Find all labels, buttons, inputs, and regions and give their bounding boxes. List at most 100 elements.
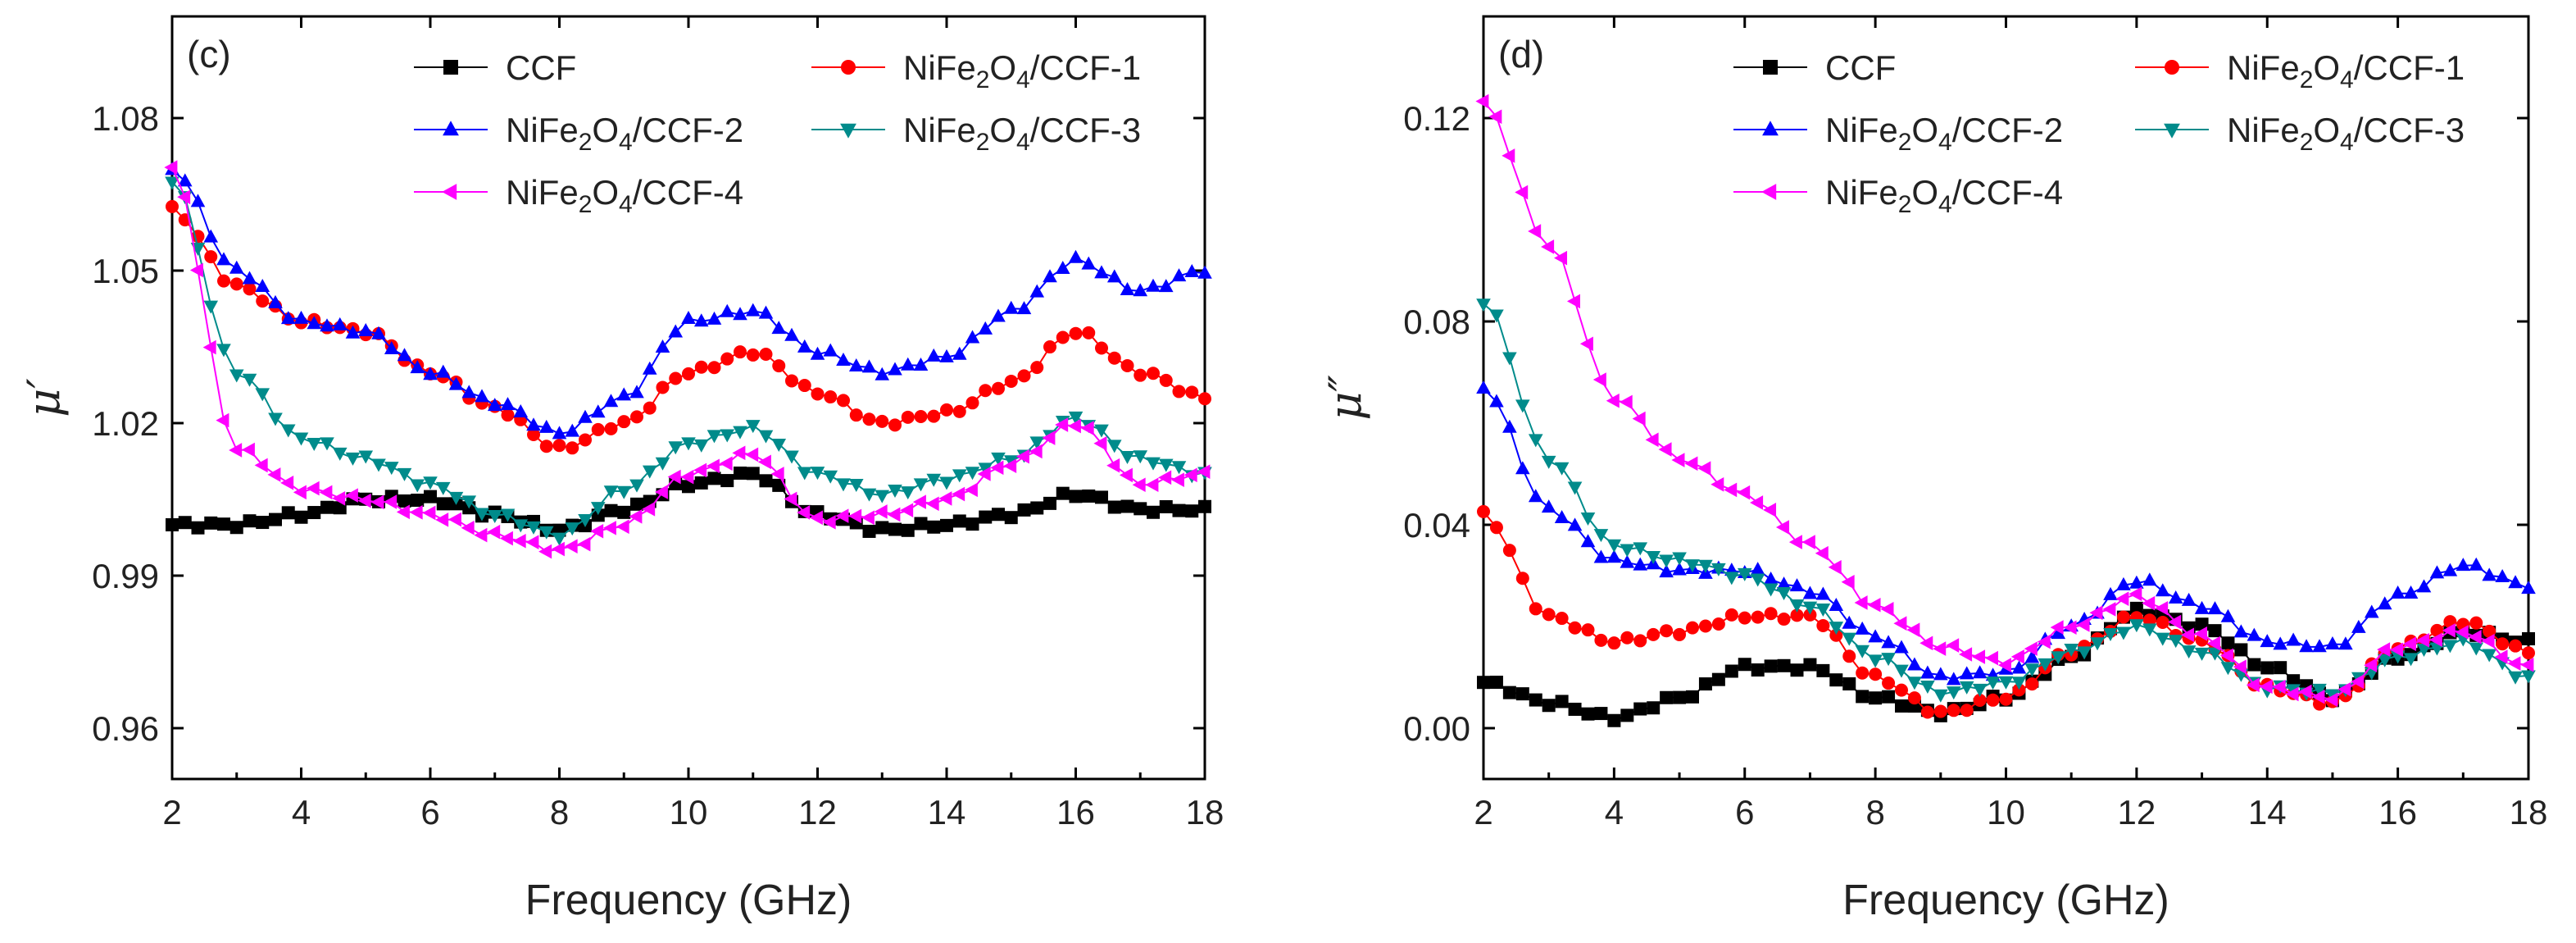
data-point <box>2193 626 2207 641</box>
data-point <box>1776 587 1792 601</box>
data-point <box>538 419 554 433</box>
data-point <box>1788 535 1802 549</box>
data-point <box>797 467 812 481</box>
data-point <box>926 348 942 362</box>
data-point <box>435 512 449 527</box>
data-point <box>643 401 656 415</box>
x-axis-title: Frequency (GHz) <box>1842 877 2169 924</box>
legend-marker <box>1763 60 1778 75</box>
data-point <box>720 474 734 488</box>
data-point <box>268 294 283 308</box>
data-point <box>1711 672 1725 686</box>
panel-label: (d) <box>1498 33 1544 75</box>
data-point <box>784 327 799 341</box>
data-point <box>1082 489 1096 503</box>
data-point <box>1854 595 1868 610</box>
data-point <box>992 381 1005 395</box>
data-point <box>1489 309 1504 323</box>
data-point <box>1906 622 1920 637</box>
data-point <box>1502 419 1517 433</box>
data-point <box>2076 617 2090 632</box>
data-point <box>1855 645 1870 658</box>
data-point <box>1697 461 1711 476</box>
data-point <box>1698 677 1712 691</box>
data-point <box>166 518 179 531</box>
data-point <box>1528 489 1543 503</box>
data-point <box>1172 503 1186 517</box>
data-point <box>1815 603 1831 617</box>
data-point <box>487 510 502 524</box>
data-point <box>1647 701 1661 715</box>
data-point <box>1920 705 1934 719</box>
data-point <box>1542 699 1556 713</box>
data-point <box>2469 616 2483 630</box>
data-point <box>435 481 451 495</box>
data-point <box>1541 239 1555 254</box>
data-point <box>1515 461 1530 475</box>
data-point <box>1106 440 1122 453</box>
data-point <box>668 441 684 455</box>
data-point <box>1016 301 1032 315</box>
data-point <box>901 523 915 537</box>
data-point <box>448 512 461 527</box>
data-point <box>1120 499 1134 513</box>
data-point <box>2298 684 2312 699</box>
data-point <box>1724 608 1738 622</box>
data-point <box>565 423 580 437</box>
data-point <box>2325 636 2340 649</box>
data-point <box>501 408 515 422</box>
data-point <box>978 462 993 476</box>
data-point <box>2483 624 2496 638</box>
data-point <box>1488 109 1502 125</box>
data-point <box>1842 615 1857 629</box>
data-point <box>1133 450 1148 464</box>
data-point <box>1724 482 1738 498</box>
data-point <box>1567 517 1583 531</box>
data-point <box>1132 477 1146 493</box>
data-point <box>2220 608 2236 622</box>
data-point <box>1067 418 1081 434</box>
data-point <box>2364 604 2379 618</box>
data-point <box>927 520 941 534</box>
data-point <box>862 524 876 538</box>
data-point <box>591 508 605 522</box>
data-point <box>629 509 643 524</box>
data-point <box>189 262 203 278</box>
data-point <box>836 478 851 492</box>
data-point <box>2469 642 2484 656</box>
data-point <box>2156 616 2169 630</box>
data-point <box>1134 368 1147 382</box>
data-point <box>979 510 993 524</box>
data-point <box>888 522 902 536</box>
data-point <box>1106 269 1122 283</box>
data-point <box>461 520 475 535</box>
data-point <box>1529 602 1542 616</box>
data-point <box>357 493 371 508</box>
data-point <box>888 362 902 376</box>
data-point <box>1686 621 1699 635</box>
data-point <box>824 390 838 404</box>
data-point <box>1737 567 1752 581</box>
data-point <box>2507 656 2521 671</box>
legend-label: NiFe2O4/CCF-1 <box>2227 48 2465 93</box>
data-point <box>1030 501 1044 515</box>
data-point <box>861 359 877 373</box>
data-point <box>2260 661 2274 675</box>
data-point <box>293 310 309 324</box>
data-point <box>952 486 965 502</box>
data-point <box>2037 634 2051 649</box>
data-point <box>719 456 733 472</box>
data-point <box>358 450 374 464</box>
data-point <box>1816 663 1830 677</box>
data-point <box>823 470 838 484</box>
data-point <box>1751 610 1765 624</box>
data-point <box>1619 394 1633 410</box>
x-tick-label: 18 <box>2510 793 2548 831</box>
data-point <box>1790 663 1804 677</box>
data-point <box>487 398 502 412</box>
data-point <box>256 294 270 308</box>
data-point <box>2181 645 2197 659</box>
data-point <box>875 414 889 428</box>
data-point <box>332 317 348 330</box>
